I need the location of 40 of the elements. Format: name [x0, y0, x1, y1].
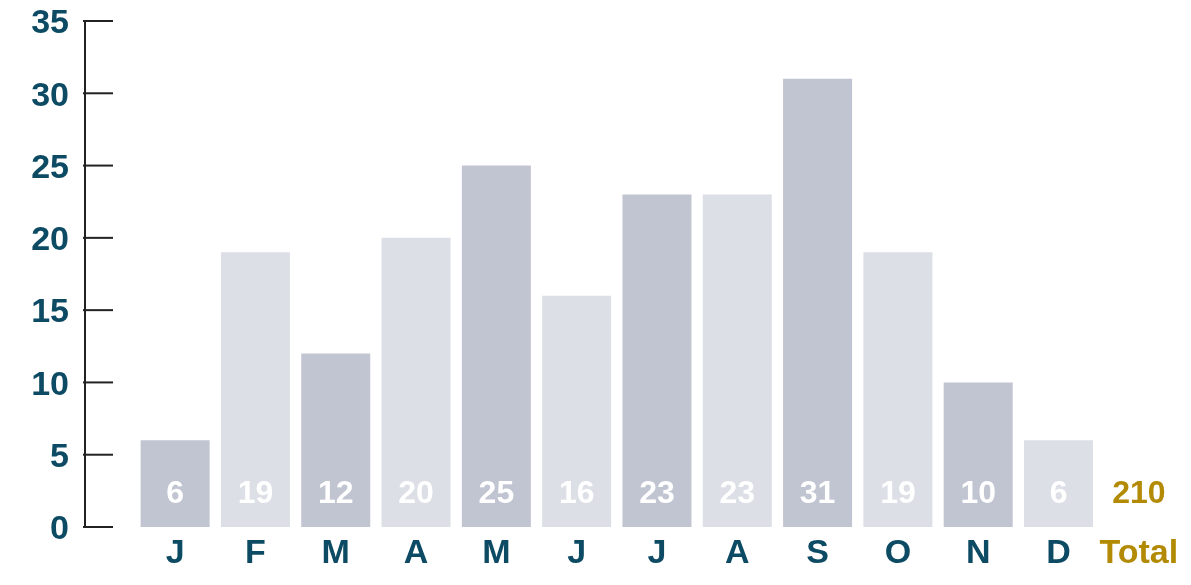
- x-tick-label: J: [567, 532, 587, 570]
- x-tick-label: J: [165, 532, 185, 570]
- bar: [461, 165, 531, 527]
- data-label: 23: [639, 474, 675, 510]
- bar: [1024, 440, 1094, 527]
- x-tick-label: N: [965, 532, 991, 570]
- x-tick-label: M: [321, 532, 350, 570]
- data-label: 10: [960, 474, 997, 510]
- data-label: 12: [317, 474, 354, 510]
- text: 210: [1112, 474, 1166, 510]
- x-tick-label: S: [806, 532, 829, 570]
- bar: [140, 440, 210, 527]
- y-tick-label: 5: [50, 435, 69, 474]
- y-tick-label: 10: [31, 363, 69, 402]
- y-tick-label: 0: [50, 508, 69, 547]
- y-tick-label: 25: [31, 146, 69, 185]
- x-tick-label: A: [725, 532, 750, 570]
- bar: [863, 252, 933, 527]
- x-tick-label: J: [647, 532, 667, 570]
- bar: [381, 237, 451, 527]
- y-tick-label: 35: [31, 2, 69, 41]
- x-tick-label: A: [403, 532, 429, 570]
- bar: [622, 194, 692, 527]
- bar: [943, 382, 1013, 527]
- bar: [220, 252, 290, 527]
- data-label: 25: [478, 474, 515, 510]
- x-tick-label: D: [1046, 532, 1071, 570]
- x-tick-label: Total: [1099, 532, 1179, 570]
- bar: [702, 194, 772, 527]
- bar: [542, 295, 612, 527]
- data-label: 6: [166, 474, 185, 510]
- bar: [301, 353, 371, 527]
- x-tick-label: M: [482, 532, 511, 570]
- data-label: 31: [799, 474, 836, 510]
- y-tick-label: 20: [31, 219, 69, 258]
- y-tick-label: 30: [31, 74, 69, 113]
- x-tick-label: O: [884, 532, 912, 570]
- x-tick-label: F: [245, 532, 266, 570]
- y-tick-label: 15: [31, 291, 69, 330]
- bar: [783, 78, 853, 527]
